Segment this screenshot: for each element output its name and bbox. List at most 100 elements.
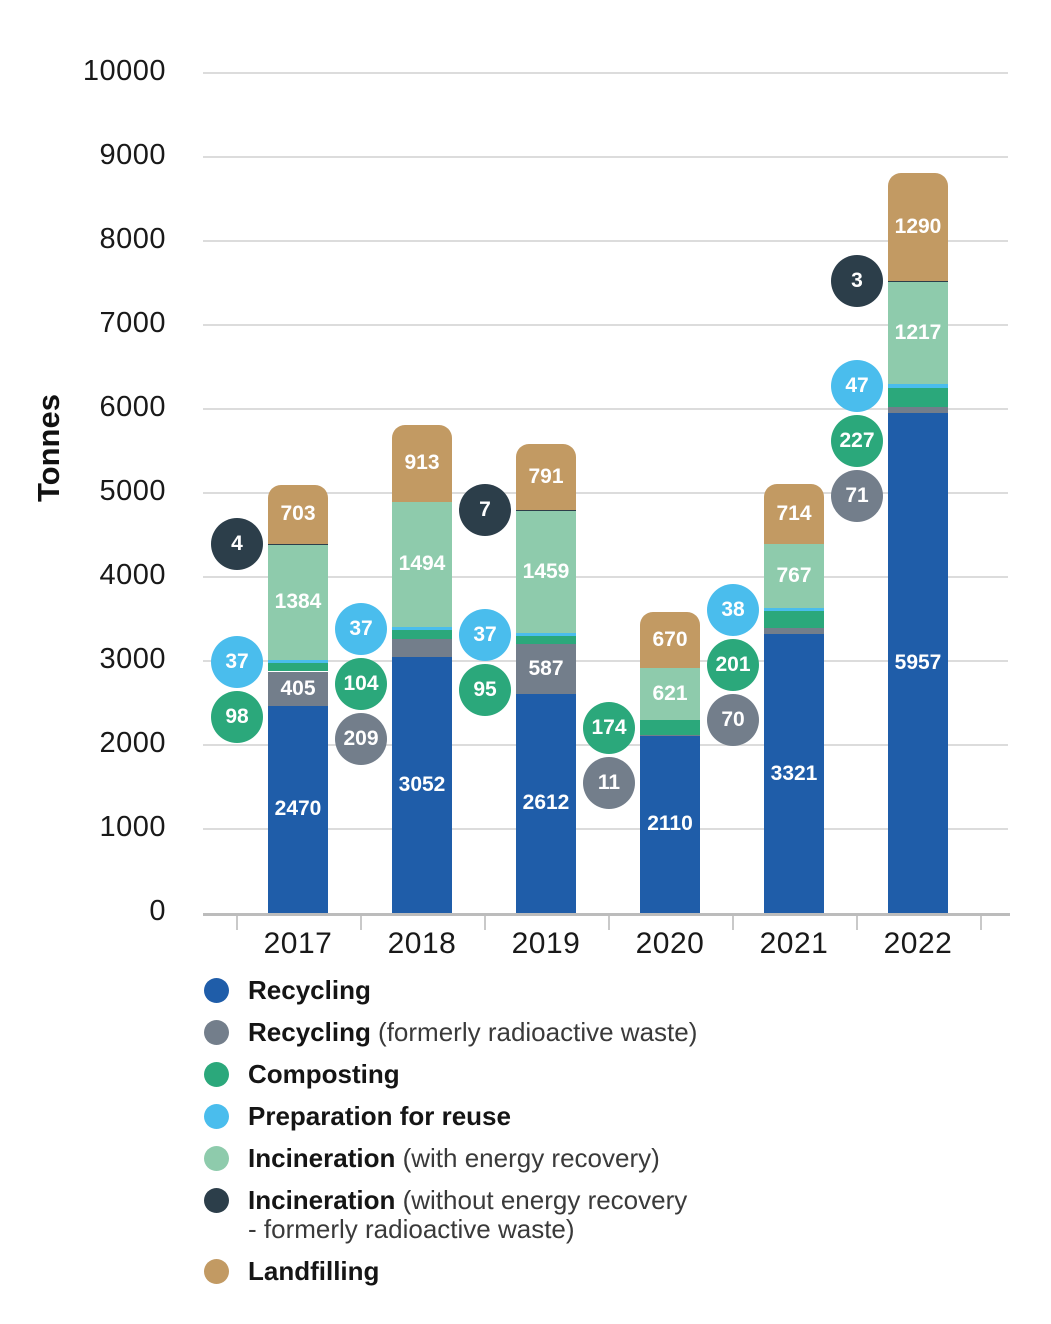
bar-segment	[764, 483, 824, 544]
bar-segment	[392, 630, 452, 640]
bar-segment	[392, 639, 452, 657]
segment-value-label: 1384	[274, 590, 322, 614]
segment-value-label: 913	[404, 451, 440, 475]
gridline	[203, 324, 1008, 326]
bar-segment	[392, 425, 452, 502]
legend-color-dot	[204, 1104, 229, 1129]
segment-value-label: 405	[280, 676, 316, 700]
segment-value-label: 1217	[894, 320, 942, 344]
gridline	[203, 492, 1008, 494]
gridline	[203, 828, 1008, 830]
value-bubble: 4	[211, 517, 263, 570]
legend-item: Incineration (without energy recovery - f…	[204, 1186, 697, 1244]
bar-segment	[268, 660, 328, 664]
bar-segment	[640, 720, 700, 735]
bar-segment	[764, 628, 824, 635]
value-bubble: 47	[831, 359, 883, 412]
gridline	[203, 408, 1008, 410]
legend-color-dot	[204, 1020, 229, 1045]
value-bubble: 209	[335, 712, 387, 765]
bar-segment	[764, 634, 824, 913]
segment-value-label: 1290	[894, 214, 942, 238]
y-tick-label: 6000	[99, 391, 166, 424]
y-tick-label: 0	[149, 895, 166, 928]
value-bubble: 11	[583, 756, 635, 809]
value-bubble: 104	[335, 657, 387, 710]
x-tick-label: 2020	[635, 927, 705, 960]
bar-segment	[516, 510, 576, 634]
bar-segment	[516, 693, 576, 913]
y-tick-label: 7000	[99, 307, 166, 340]
legend: Recycling Recycling (formerly radioactive…	[204, 976, 697, 1286]
segment-value-label: 1459	[522, 559, 570, 583]
x-axis-tick	[360, 916, 362, 930]
x-tick-label: 2021	[759, 927, 829, 960]
legend-item: Recycling	[204, 976, 697, 1005]
legend-item: Incineration (with energy recovery)	[204, 1144, 697, 1173]
bar-segment	[764, 543, 824, 609]
x-axis-tick	[484, 916, 486, 930]
value-bubble: 38	[707, 583, 759, 636]
value-bubble: 37	[335, 602, 387, 655]
legend-item: Landfilling	[204, 1257, 697, 1286]
x-tick-label: 2022	[883, 927, 953, 960]
segment-value-label: 791	[528, 464, 564, 488]
bar-segment	[888, 412, 948, 913]
value-bubble: 174	[583, 701, 635, 754]
segment-value-label: 3052	[398, 772, 446, 796]
segment-value-label: 670	[652, 627, 688, 651]
value-bubble: 71	[831, 469, 883, 522]
y-tick-label: 9000	[99, 139, 166, 172]
legend-item: Preparation for reuse	[204, 1102, 697, 1131]
value-bubble: 37	[211, 635, 263, 688]
value-bubble: 70	[707, 693, 759, 746]
legend-color-dot	[204, 1259, 229, 1284]
bar-segment	[764, 611, 824, 629]
y-tick-label: 8000	[99, 223, 166, 256]
gridline	[203, 576, 1008, 578]
bar-segment	[516, 644, 576, 694]
segment-value-label: 1494	[398, 552, 446, 576]
legend-color-dot	[204, 1188, 229, 1213]
segment-value-label: 2612	[522, 791, 570, 815]
segment-value-label: 3321	[770, 761, 818, 785]
bar-segment	[516, 510, 576, 511]
gridline	[203, 660, 1008, 662]
legend-color-dot	[204, 1062, 229, 1087]
bar-segment	[888, 383, 948, 388]
bar-segment	[640, 611, 700, 669]
bar-segment	[516, 636, 576, 645]
legend-item: Composting	[204, 1060, 697, 1089]
bar-segment	[764, 608, 824, 612]
x-axis-tick	[608, 916, 610, 930]
legend-label: Preparation for reuse	[248, 1101, 511, 1131]
x-axis-line	[203, 913, 1010, 916]
value-bubble: 95	[459, 663, 511, 716]
value-bubble: 98	[211, 690, 263, 743]
legend-color-dot	[204, 978, 229, 1003]
x-tick-label: 2019	[511, 927, 581, 960]
y-tick-label: 1000	[99, 811, 166, 844]
bar-segment	[640, 734, 700, 736]
y-tick-label: 2000	[99, 727, 166, 760]
y-tick-label: 3000	[99, 643, 166, 676]
x-axis-tick	[732, 916, 734, 930]
legend-label: Recycling (formerly radioactive waste)	[248, 1017, 698, 1047]
value-bubble: 7	[459, 484, 511, 537]
value-bubble: 201	[707, 638, 759, 691]
segment-value-label: 587	[528, 656, 564, 680]
bar-segment	[888, 172, 948, 282]
bar-segment	[888, 406, 948, 413]
legend-label: Incineration (without energy recovery - f…	[248, 1185, 688, 1244]
x-axis-tick	[980, 916, 982, 930]
x-axis-tick	[236, 916, 238, 930]
legend-label: Incineration (with energy recovery)	[248, 1143, 660, 1173]
segment-value-label: 5957	[894, 650, 942, 674]
legend-item: Recycling (formerly radioactive waste)	[204, 1018, 697, 1047]
value-bubble: 3	[831, 255, 883, 308]
x-tick-label: 2018	[387, 927, 457, 960]
segment-value-label: 767	[776, 563, 812, 587]
bar-segment	[268, 484, 328, 544]
